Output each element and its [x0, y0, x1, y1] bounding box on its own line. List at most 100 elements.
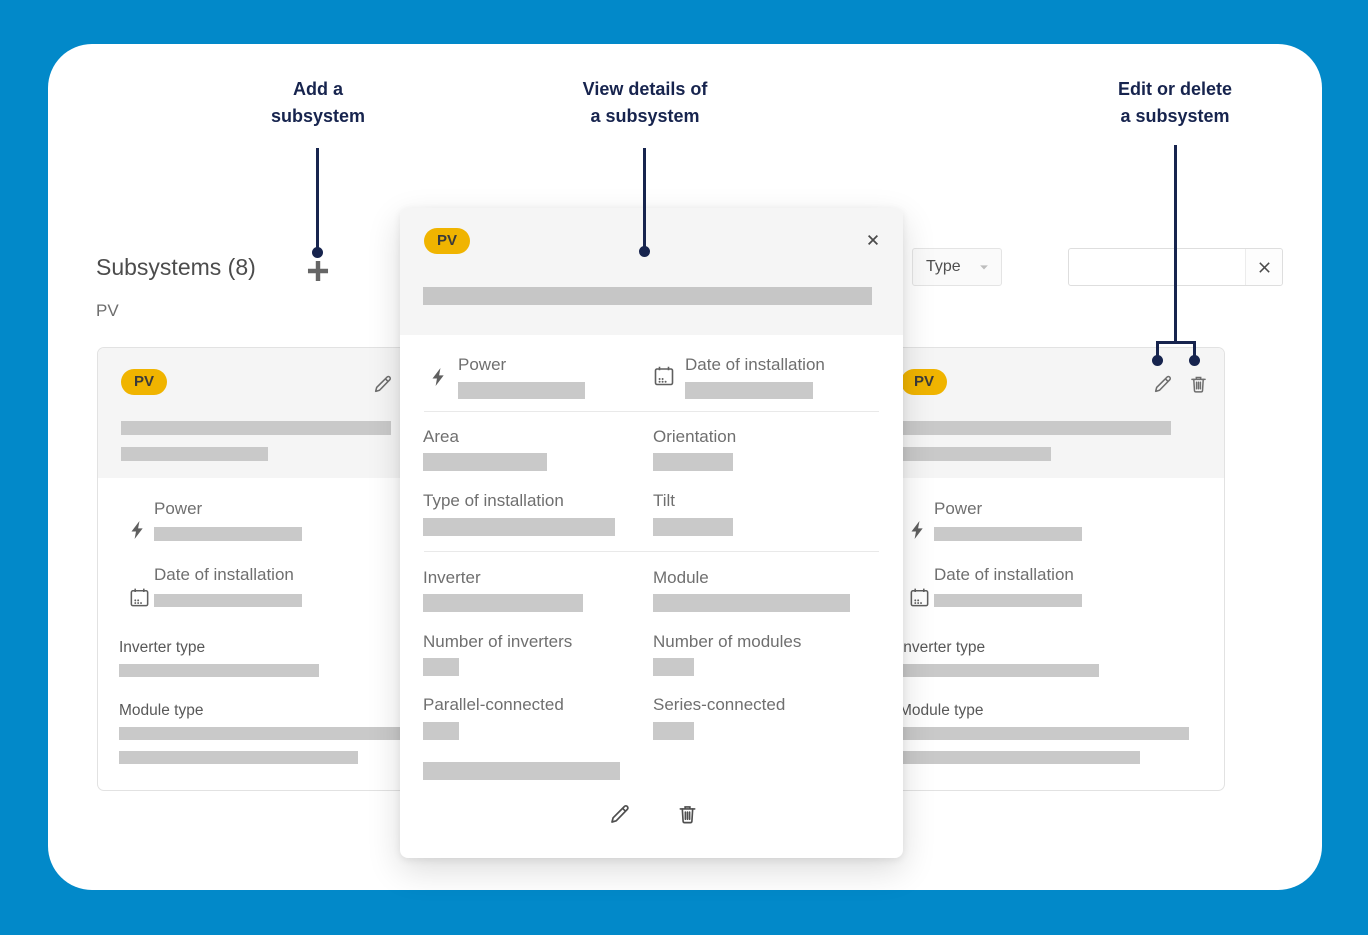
lightning-bolt-icon [127, 519, 149, 541]
inverter-type-label: Inverter type [119, 639, 206, 656]
calendar-icon [128, 586, 151, 609]
annotation-edit-delete: Edit or delete a subsystem [1118, 76, 1232, 130]
annotation-fork-right [1193, 341, 1196, 358]
power-label: Power [154, 499, 203, 518]
power-label: Power [934, 499, 983, 518]
placeholder-module-value-2 [119, 751, 358, 764]
placeholder-title-bar [121, 421, 391, 435]
annotation-line-2: a subsystem [590, 106, 700, 126]
type-filter-dropdown[interactable]: Type [912, 248, 1002, 286]
search-clear-button[interactable] [1245, 249, 1282, 285]
annotation-add-subsystem: Add a subsystem [271, 76, 365, 130]
calendar-icon [652, 364, 676, 388]
annotation-connector-add [316, 148, 319, 250]
parallel-connected-label: Parallel-connected [423, 695, 564, 714]
lightning-bolt-icon [907, 519, 929, 541]
orientation-label: Orientation [653, 427, 737, 446]
annotation-line-1: Add a [292, 79, 344, 99]
annotation-connector-edit [1174, 145, 1177, 344]
type-of-installation-label: Type of installation [423, 491, 564, 510]
pv-badge: PV [424, 228, 471, 254]
placeholder-title-bar [901, 421, 1171, 435]
annotation-dot-edit [1152, 355, 1163, 366]
edit-button[interactable] [372, 373, 394, 395]
series-connected-label: Series-connected [653, 695, 786, 714]
annotation-dot-add [312, 247, 323, 258]
placeholder-date-value [154, 594, 302, 607]
date-label: Date of installation [934, 565, 1074, 584]
date-label: Date of installation [154, 565, 294, 584]
annotation-fork-left [1156, 341, 1159, 358]
calendar-icon [908, 586, 931, 609]
lightning-bolt-icon [428, 366, 450, 388]
placeholder-parallel-connected-value [423, 722, 459, 740]
placeholder-module-value-1 [899, 727, 1189, 740]
placeholder-inverter-value [423, 594, 583, 612]
card-header: PV [98, 348, 444, 478]
trash-icon [1191, 376, 1206, 393]
card-header: PV [878, 348, 1224, 478]
placeholder-type-of-installation-value [423, 518, 615, 536]
pv-badge: PV [121, 369, 168, 395]
modal-header: PV [400, 208, 903, 335]
placeholder-power-value [458, 382, 585, 399]
annotation-dot-view [639, 246, 650, 257]
placeholder-subtitle-bar [901, 447, 1051, 461]
placeholder-power-value [934, 527, 1082, 541]
inverter-label: Inverter [423, 568, 481, 587]
clear-x-icon [1258, 261, 1270, 273]
module-type-label: Module type [899, 702, 984, 719]
tilt-label: Tilt [653, 491, 676, 510]
placeholder-modal-title [423, 287, 872, 305]
placeholder-number-of-modules-value [653, 658, 694, 676]
section-label: PV [96, 301, 119, 320]
chevron-down-icon [977, 260, 991, 274]
annotation-view-details: View details of a subsystem [583, 76, 708, 130]
annotation-connector-view [643, 148, 646, 249]
page-title: Subsystems (8) [96, 254, 256, 280]
placeholder-extra-value [423, 762, 620, 780]
module-type-label: Module type [119, 702, 204, 719]
date-of-installation-label: Date of installation [685, 355, 825, 374]
pencil-icon [611, 805, 629, 823]
number-of-modules-label: Number of modules [653, 632, 802, 651]
area-label: Area [423, 427, 459, 446]
subsystem-card-right[interactable]: PV Power Date of installation Inverter t… [877, 347, 1225, 791]
pencil-icon [1154, 375, 1171, 393]
modal-close-button[interactable] [863, 231, 883, 251]
annotation-fork-bar [1156, 341, 1196, 344]
search-input[interactable] [1069, 249, 1245, 285]
placeholder-module-value-2 [899, 751, 1140, 764]
placeholder-date-value [934, 594, 1082, 607]
close-x-icon [868, 234, 878, 245]
trash-icon [679, 806, 696, 824]
placeholder-date-value [685, 382, 813, 399]
modal-edit-button[interactable] [608, 802, 632, 826]
divider [424, 411, 879, 412]
placeholder-subtitle-bar [121, 447, 268, 461]
placeholder-power-value [154, 527, 302, 541]
pencil-icon [374, 375, 391, 393]
pv-badge: PV [901, 369, 948, 395]
placeholder-inverter-value [119, 664, 319, 677]
divider [424, 551, 879, 552]
placeholder-area-value [423, 453, 547, 471]
annotation-dot-delete [1189, 355, 1200, 366]
placeholder-inverter-value [899, 664, 1099, 677]
module-label: Module [653, 568, 709, 587]
add-subsystem-button[interactable] [304, 257, 332, 285]
placeholder-series-connected-value [653, 722, 694, 740]
inverter-type-label: Inverter type [899, 639, 986, 656]
placeholder-module-value [653, 594, 850, 612]
edit-button[interactable] [1152, 373, 1174, 395]
placeholder-tilt-value [653, 518, 733, 536]
subsystem-card-left[interactable]: PV Power Date of installation Inverter t… [97, 347, 445, 791]
annotation-line-2: a subsystem [1120, 106, 1230, 126]
placeholder-module-value-1 [119, 727, 409, 740]
type-filter-label: Type [926, 258, 961, 275]
placeholder-number-of-inverters-value [423, 658, 459, 676]
annotation-line-1: View details of [582, 79, 708, 99]
subsystem-detail-modal: PV Power Date of installation Area Orien… [400, 208, 903, 858]
modal-delete-button[interactable] [676, 802, 699, 826]
delete-button[interactable] [1188, 373, 1209, 395]
